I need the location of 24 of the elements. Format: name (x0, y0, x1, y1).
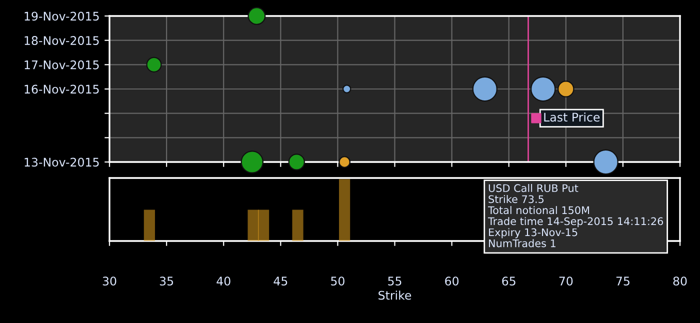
x-tick-label: 45 (274, 276, 288, 286)
y-tick-label: 13-Nov-2015 (24, 158, 99, 167)
x-tick-label: 75 (616, 276, 630, 286)
annotation: Trade time 14-Sep-2015 14:11:26 (488, 217, 664, 228)
x-tick-label: 40 (216, 276, 230, 286)
x-tick-label: 55 (388, 276, 402, 286)
ref-line-label: Last Price (544, 112, 600, 122)
y-tick-label: 16-Nov-2015 (24, 84, 99, 94)
x-tick-label: 80 (673, 276, 687, 286)
annotation: USD Call RUB Put (488, 184, 578, 192)
x-tick-label: 65 (502, 276, 516, 286)
x-tick-label: 70 (559, 276, 573, 286)
y-tick-label: 17-Nov-2015 (24, 60, 99, 70)
x-tick-label: 60 (445, 276, 459, 286)
y-tick-label: 18-Nov-2015 (24, 36, 99, 45)
annotation: Strike 73.5 (488, 195, 544, 204)
x-tick-label: 30 (102, 276, 116, 286)
x-axis-title: Strike (378, 290, 412, 300)
annotation: Expiry 13-Nov-15 (489, 228, 578, 238)
x-tick-label: 35 (160, 276, 174, 286)
x-tick-label: 50 (331, 276, 344, 286)
annotation: Total notional 150M (488, 206, 590, 214)
annotation: NumTrades 1 (489, 239, 556, 248)
y-tick-label: 19-Nov-2015 (24, 12, 99, 21)
